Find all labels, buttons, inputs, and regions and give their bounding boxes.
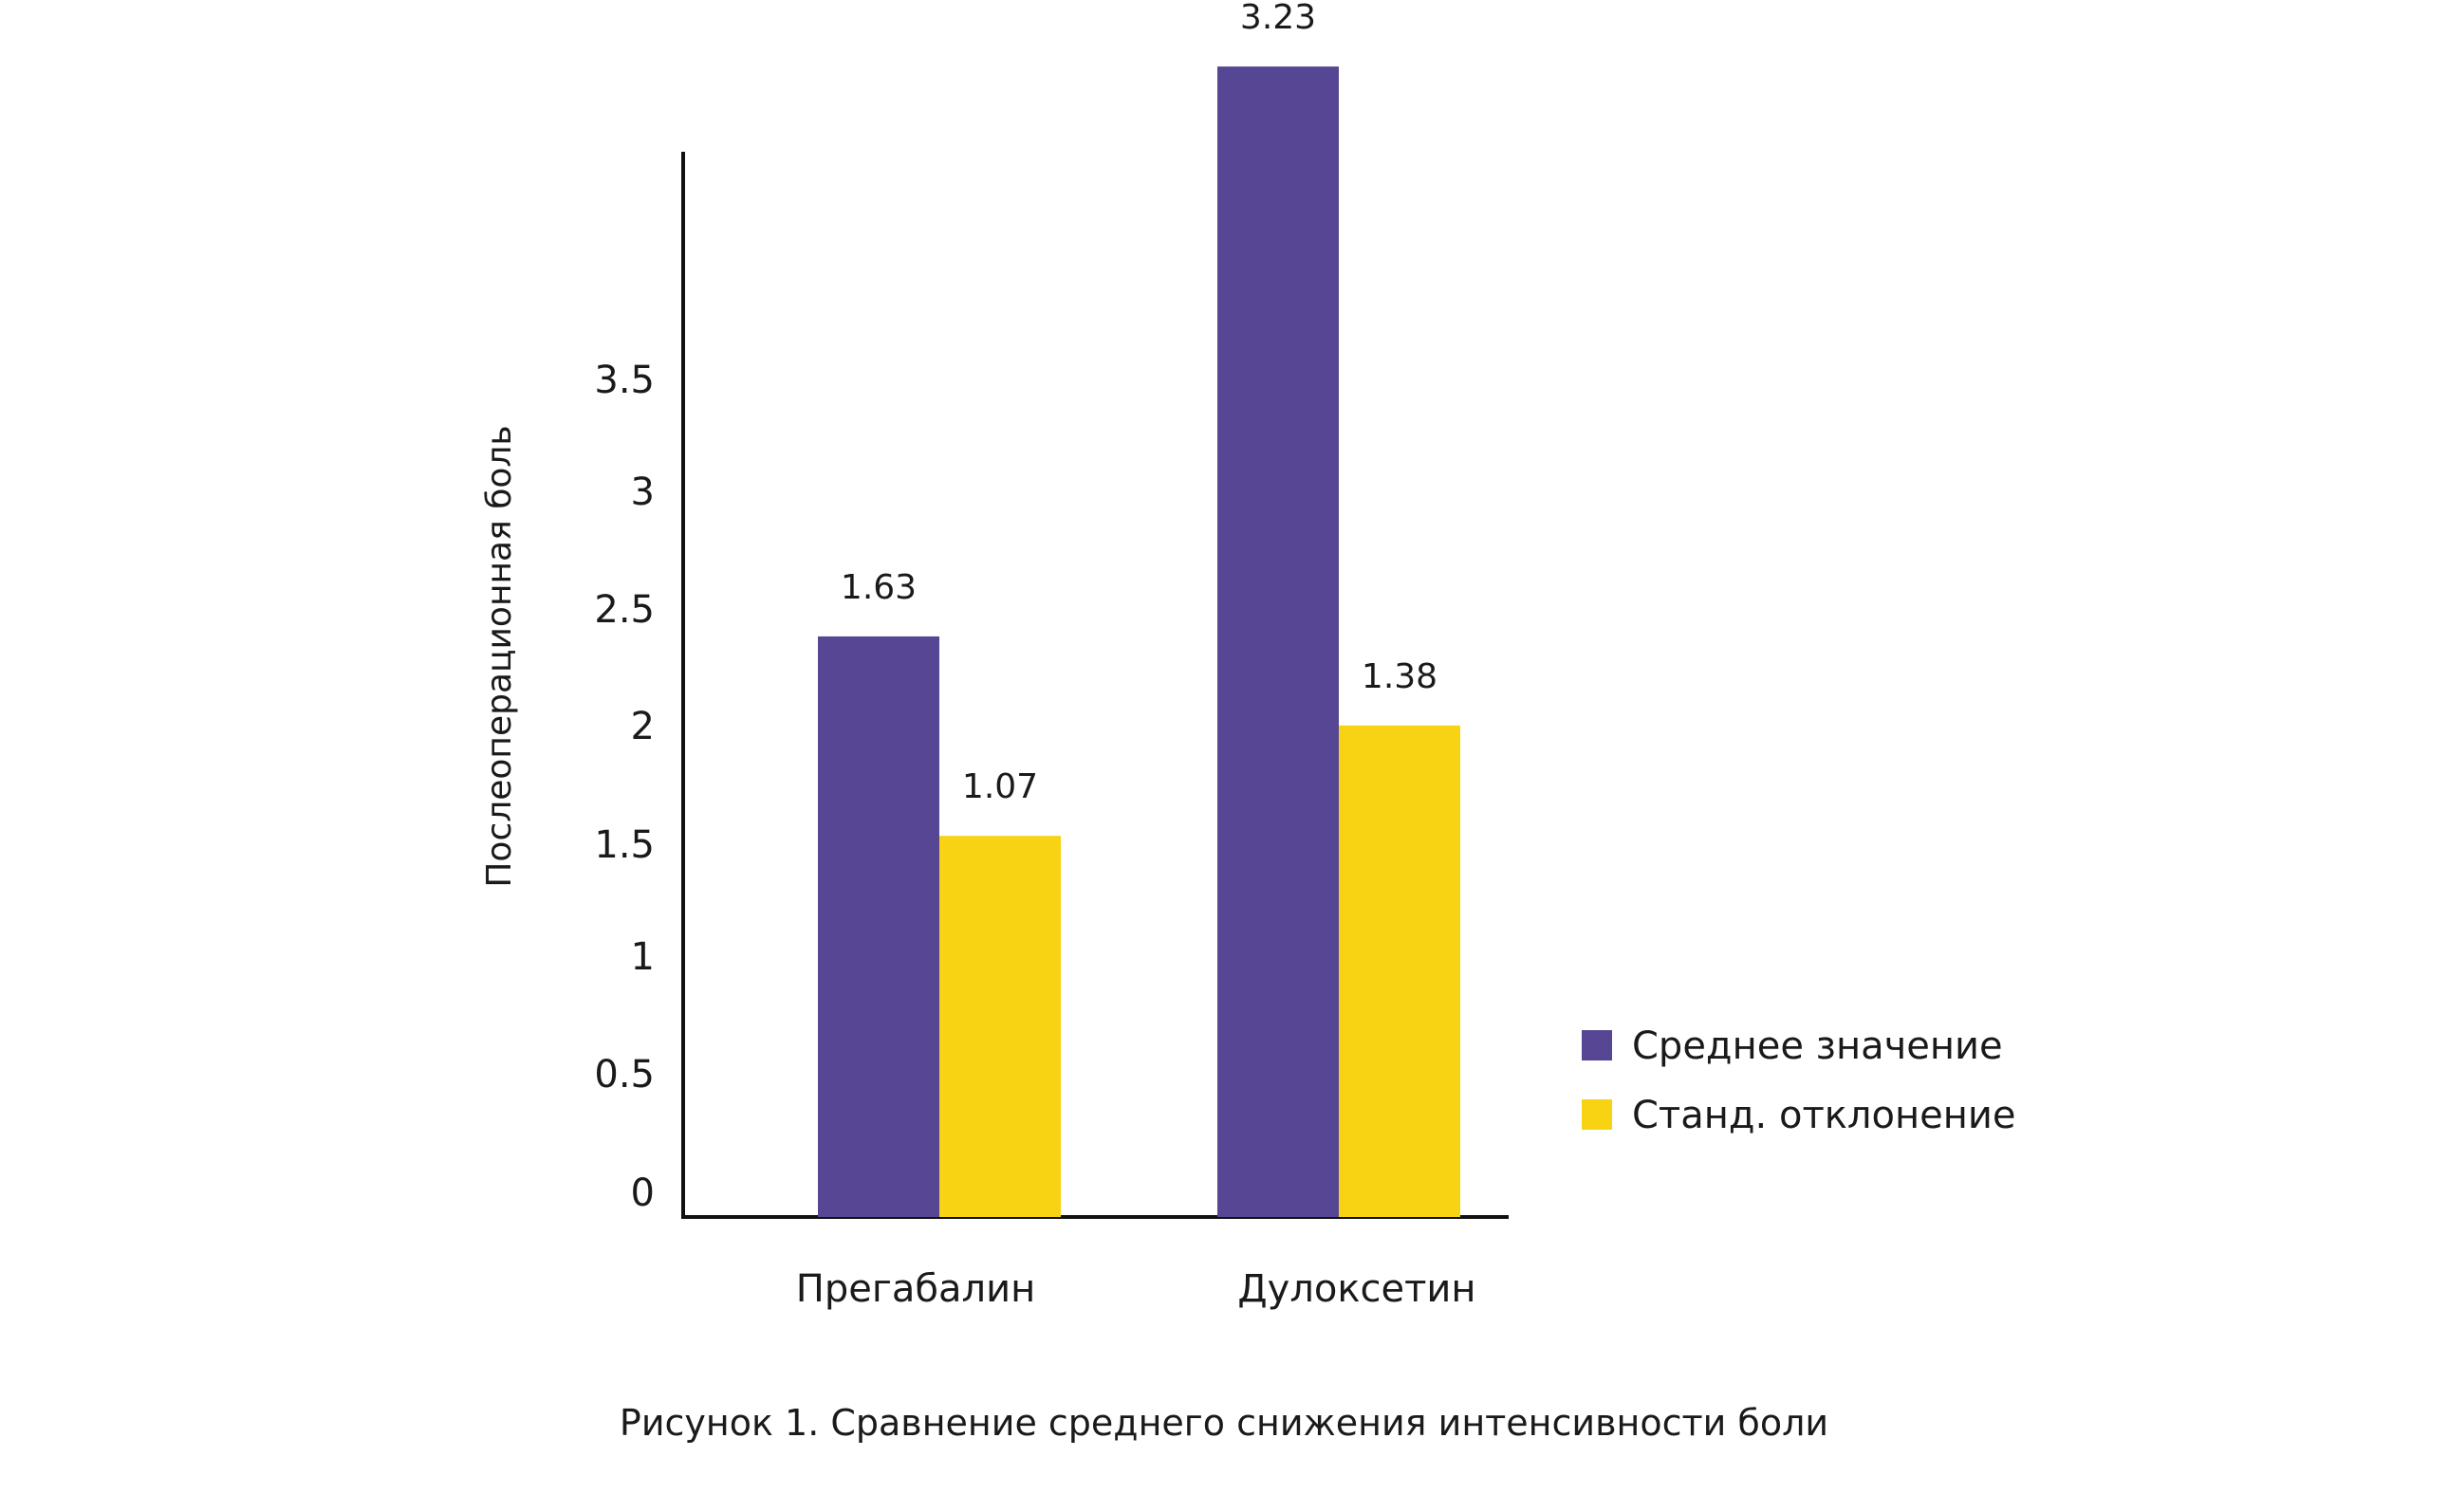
x-category-label: Дулоксетин	[1237, 1267, 1475, 1311]
data-label: 1.38	[1362, 657, 1437, 696]
figure-caption: Рисунок 1. Сравнение среднего снижения и…	[620, 1402, 1828, 1444]
legend-label: Станд. отклонение	[1632, 1094, 2015, 1137]
bar-sd	[939, 836, 1061, 1217]
data-label: 1.63	[841, 568, 917, 607]
y-tick-label: 1	[631, 935, 655, 979]
y-tick-label: 2	[631, 705, 655, 748]
bar-sd	[1339, 725, 1460, 1217]
y-tick-label: 3.5	[594, 359, 655, 402]
y-axis-title: Послеоперационная боль	[480, 425, 519, 887]
x-category-label: Прегабалин	[796, 1267, 1036, 1311]
y-tick-label: 3	[631, 470, 655, 514]
data-label: 3.23	[1240, 0, 1316, 37]
data-label: 1.07	[962, 767, 1038, 806]
legend-swatch	[1582, 1099, 1612, 1130]
legend-label: Среднее значение	[1632, 1024, 2003, 1068]
y-tick-label: 0.5	[594, 1053, 655, 1097]
y-tick-label: 0	[631, 1171, 655, 1215]
bar-mean	[818, 636, 939, 1217]
bar-mean	[1217, 66, 1339, 1217]
legend-swatch	[1582, 1030, 1612, 1060]
y-tick-label: 1.5	[594, 823, 655, 867]
y-tick-label: 2.5	[594, 588, 655, 632]
